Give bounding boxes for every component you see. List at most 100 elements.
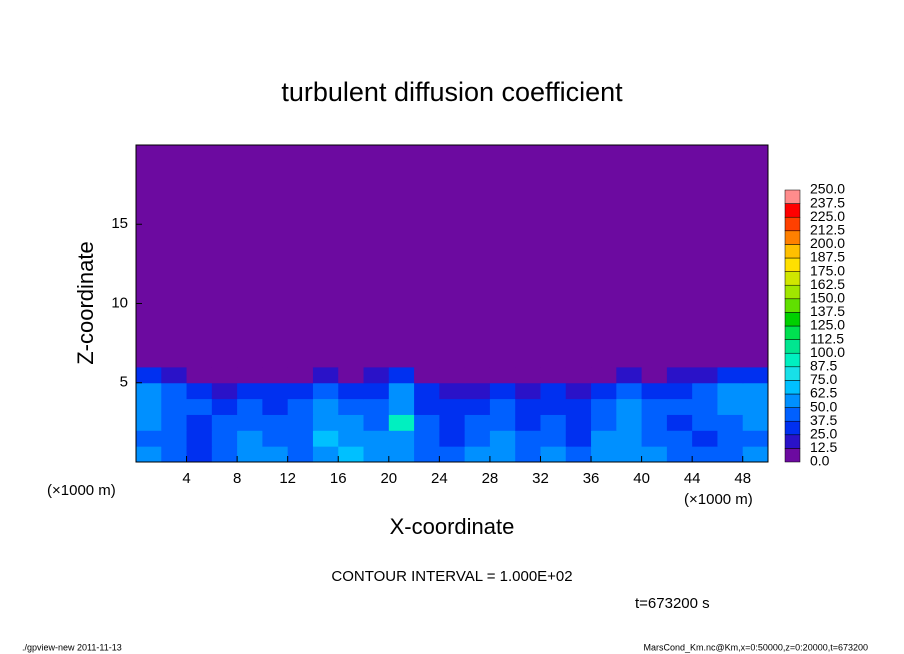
- heatmap-cell: [388, 398, 415, 415]
- heatmap-cell: [237, 446, 263, 463]
- heatmap-cell: [692, 398, 718, 415]
- colorbar-label: 250.0: [810, 181, 845, 197]
- colorbar-label: 212.5: [810, 222, 845, 238]
- heatmap-cell: [742, 430, 769, 447]
- heatmap-cell: [136, 366, 162, 384]
- heatmap-cell: [616, 145, 643, 368]
- heatmap-cell: [186, 430, 213, 447]
- heatmap-cell: [287, 366, 314, 384]
- heatmap-cell: [565, 414, 592, 431]
- heatmap-cell: [666, 398, 693, 415]
- chart-title: turbulent diffusion coefficient: [281, 77, 623, 107]
- heatmap-cell: [312, 366, 339, 384]
- heatmap-cell: [540, 430, 567, 447]
- heatmap-cell: [616, 366, 643, 384]
- heatmap-cell: [692, 414, 718, 431]
- x-tick-label: 16: [330, 470, 347, 487]
- heatmap-cell: [515, 446, 541, 463]
- x-tick-label: 32: [532, 470, 549, 487]
- colorbar-label: 0.0: [810, 453, 830, 469]
- heatmap-cell: [312, 446, 339, 463]
- heatmap-cell: [262, 366, 289, 384]
- colorbar-swatch: [784, 339, 801, 354]
- colorbar-label: 162.5: [810, 276, 845, 292]
- colorbar-swatch: [784, 189, 801, 204]
- colorbar-label: 137.5: [810, 303, 845, 319]
- y-tick-label: 15: [111, 215, 128, 232]
- x-tick-label: 40: [633, 470, 650, 487]
- heatmap-cell: [363, 366, 390, 384]
- heatmap-cell: [591, 382, 617, 400]
- heatmap-cell: [237, 398, 263, 415]
- heatmap-cell: [186, 382, 213, 400]
- heatmap-cell: [565, 446, 592, 463]
- heatmap-cell: [591, 398, 617, 415]
- heatmap-cell: [388, 145, 415, 368]
- heatmap-cell: [338, 398, 365, 415]
- colorbar-label: 150.0: [810, 290, 845, 306]
- heatmap-cell: [338, 446, 365, 463]
- heatmap-cell: [186, 414, 213, 431]
- heatmap-cell: [666, 430, 693, 447]
- colorbar-label: 12.5: [810, 439, 837, 455]
- heatmap-cell: [489, 145, 516, 368]
- heatmap-cell: [717, 414, 744, 431]
- heatmap-cell: [363, 145, 390, 368]
- heatmap-cell: [540, 414, 567, 431]
- heatmap-cell: [464, 382, 491, 400]
- heatmap-cell: [742, 382, 769, 400]
- heatmap-cell: [211, 398, 238, 415]
- heatmap-cell: [464, 145, 491, 368]
- heatmap-cell: [489, 414, 516, 431]
- x-axis-label: X-coordinate: [390, 514, 515, 539]
- heatmap-cell: [161, 446, 188, 463]
- heatmap-cell: [464, 366, 491, 384]
- heatmap-cell: [591, 366, 617, 384]
- heatmap-cell: [717, 398, 744, 415]
- heatmap-cell: [692, 145, 718, 368]
- colorbar-swatch: [784, 380, 801, 395]
- contour-interval: CONTOUR INTERVAL = 1.000E+02: [331, 568, 572, 585]
- heatmap-cell: [262, 430, 289, 447]
- x-tick-label: 28: [482, 470, 499, 487]
- colorbar-swatch: [784, 325, 801, 340]
- heatmap-cell: [338, 430, 365, 447]
- heatmap-cell: [591, 430, 617, 447]
- heatmap-cell: [666, 366, 693, 384]
- heatmap-cell: [692, 446, 718, 463]
- heatmap-cell: [186, 446, 213, 463]
- heatmap-cell: [287, 145, 314, 368]
- colorbar-swatch: [784, 284, 801, 300]
- heatmap-cell: [211, 366, 238, 384]
- x-tick-label: 48: [734, 470, 751, 487]
- colorbar-label: 37.5: [810, 412, 837, 428]
- heatmap-cell: [717, 382, 744, 400]
- heatmap-cell: [489, 366, 516, 384]
- heatmap-cell: [489, 382, 516, 400]
- heatmap-cell: [287, 382, 314, 400]
- x-tick-label: 8: [233, 470, 241, 487]
- heatmap-cell: [464, 414, 491, 431]
- heatmap-cell: [414, 145, 440, 368]
- heatmap-cell: [414, 446, 440, 463]
- heatmap-cell: [338, 366, 365, 384]
- heatmap-cell: [717, 366, 744, 384]
- heatmap-cell: [439, 446, 466, 463]
- heatmap-cell: [540, 446, 567, 463]
- x-tick-label: 36: [583, 470, 600, 487]
- heatmap-cell: [287, 414, 314, 431]
- heatmap-cell: [414, 414, 440, 431]
- colorbar-label: 175.0: [810, 262, 845, 278]
- heatmap-cell: [692, 366, 718, 384]
- heatmap-cell: [338, 414, 365, 431]
- heatmap-cell: [515, 414, 541, 431]
- heatmap-cell: [186, 145, 213, 368]
- x-tick-label: 12: [279, 470, 296, 487]
- heatmap-cell: [489, 398, 516, 415]
- heatmap-cell: [211, 382, 238, 400]
- heatmap-cell: [616, 398, 643, 415]
- colorbar-swatch: [784, 393, 801, 408]
- heatmap-cell: [287, 446, 314, 463]
- colorbar-label: 75.0: [810, 371, 837, 387]
